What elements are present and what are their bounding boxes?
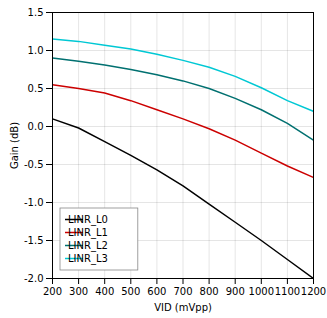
svg-text:VID (mVpp): VID (mVpp)	[154, 302, 212, 313]
svg-text:900: 900	[226, 286, 245, 297]
svg-text:LINR_L0: LINR_L0	[68, 214, 108, 226]
svg-text:LINR_L3: LINR_L3	[68, 253, 108, 265]
svg-text:LINR_L1: LINR_L1	[68, 227, 108, 239]
svg-text:LINR_L2: LINR_L2	[68, 240, 108, 252]
svg-text:800: 800	[200, 286, 219, 297]
svg-text:1000: 1000	[249, 286, 274, 297]
svg-text:200: 200	[43, 286, 62, 297]
svg-text:600: 600	[147, 286, 166, 297]
svg-text:1100: 1100	[275, 286, 300, 297]
svg-text:Gain (dB): Gain (dB)	[9, 122, 20, 169]
svg-text:0.0: 0.0	[28, 121, 44, 132]
svg-text:-2.0: -2.0	[24, 273, 44, 284]
svg-text:0.5: 0.5	[28, 83, 44, 94]
svg-text:400: 400	[95, 286, 114, 297]
svg-text:-1.5: -1.5	[24, 235, 44, 246]
svg-text:1.5: 1.5	[28, 7, 44, 18]
svg-text:-1.0: -1.0	[24, 197, 44, 208]
svg-text:700: 700	[173, 286, 192, 297]
svg-text:1200: 1200	[301, 286, 326, 297]
svg-text:300: 300	[69, 286, 88, 297]
svg-text:-0.5: -0.5	[24, 159, 44, 170]
svg-text:1.0: 1.0	[28, 45, 44, 56]
svg-text:500: 500	[121, 286, 140, 297]
